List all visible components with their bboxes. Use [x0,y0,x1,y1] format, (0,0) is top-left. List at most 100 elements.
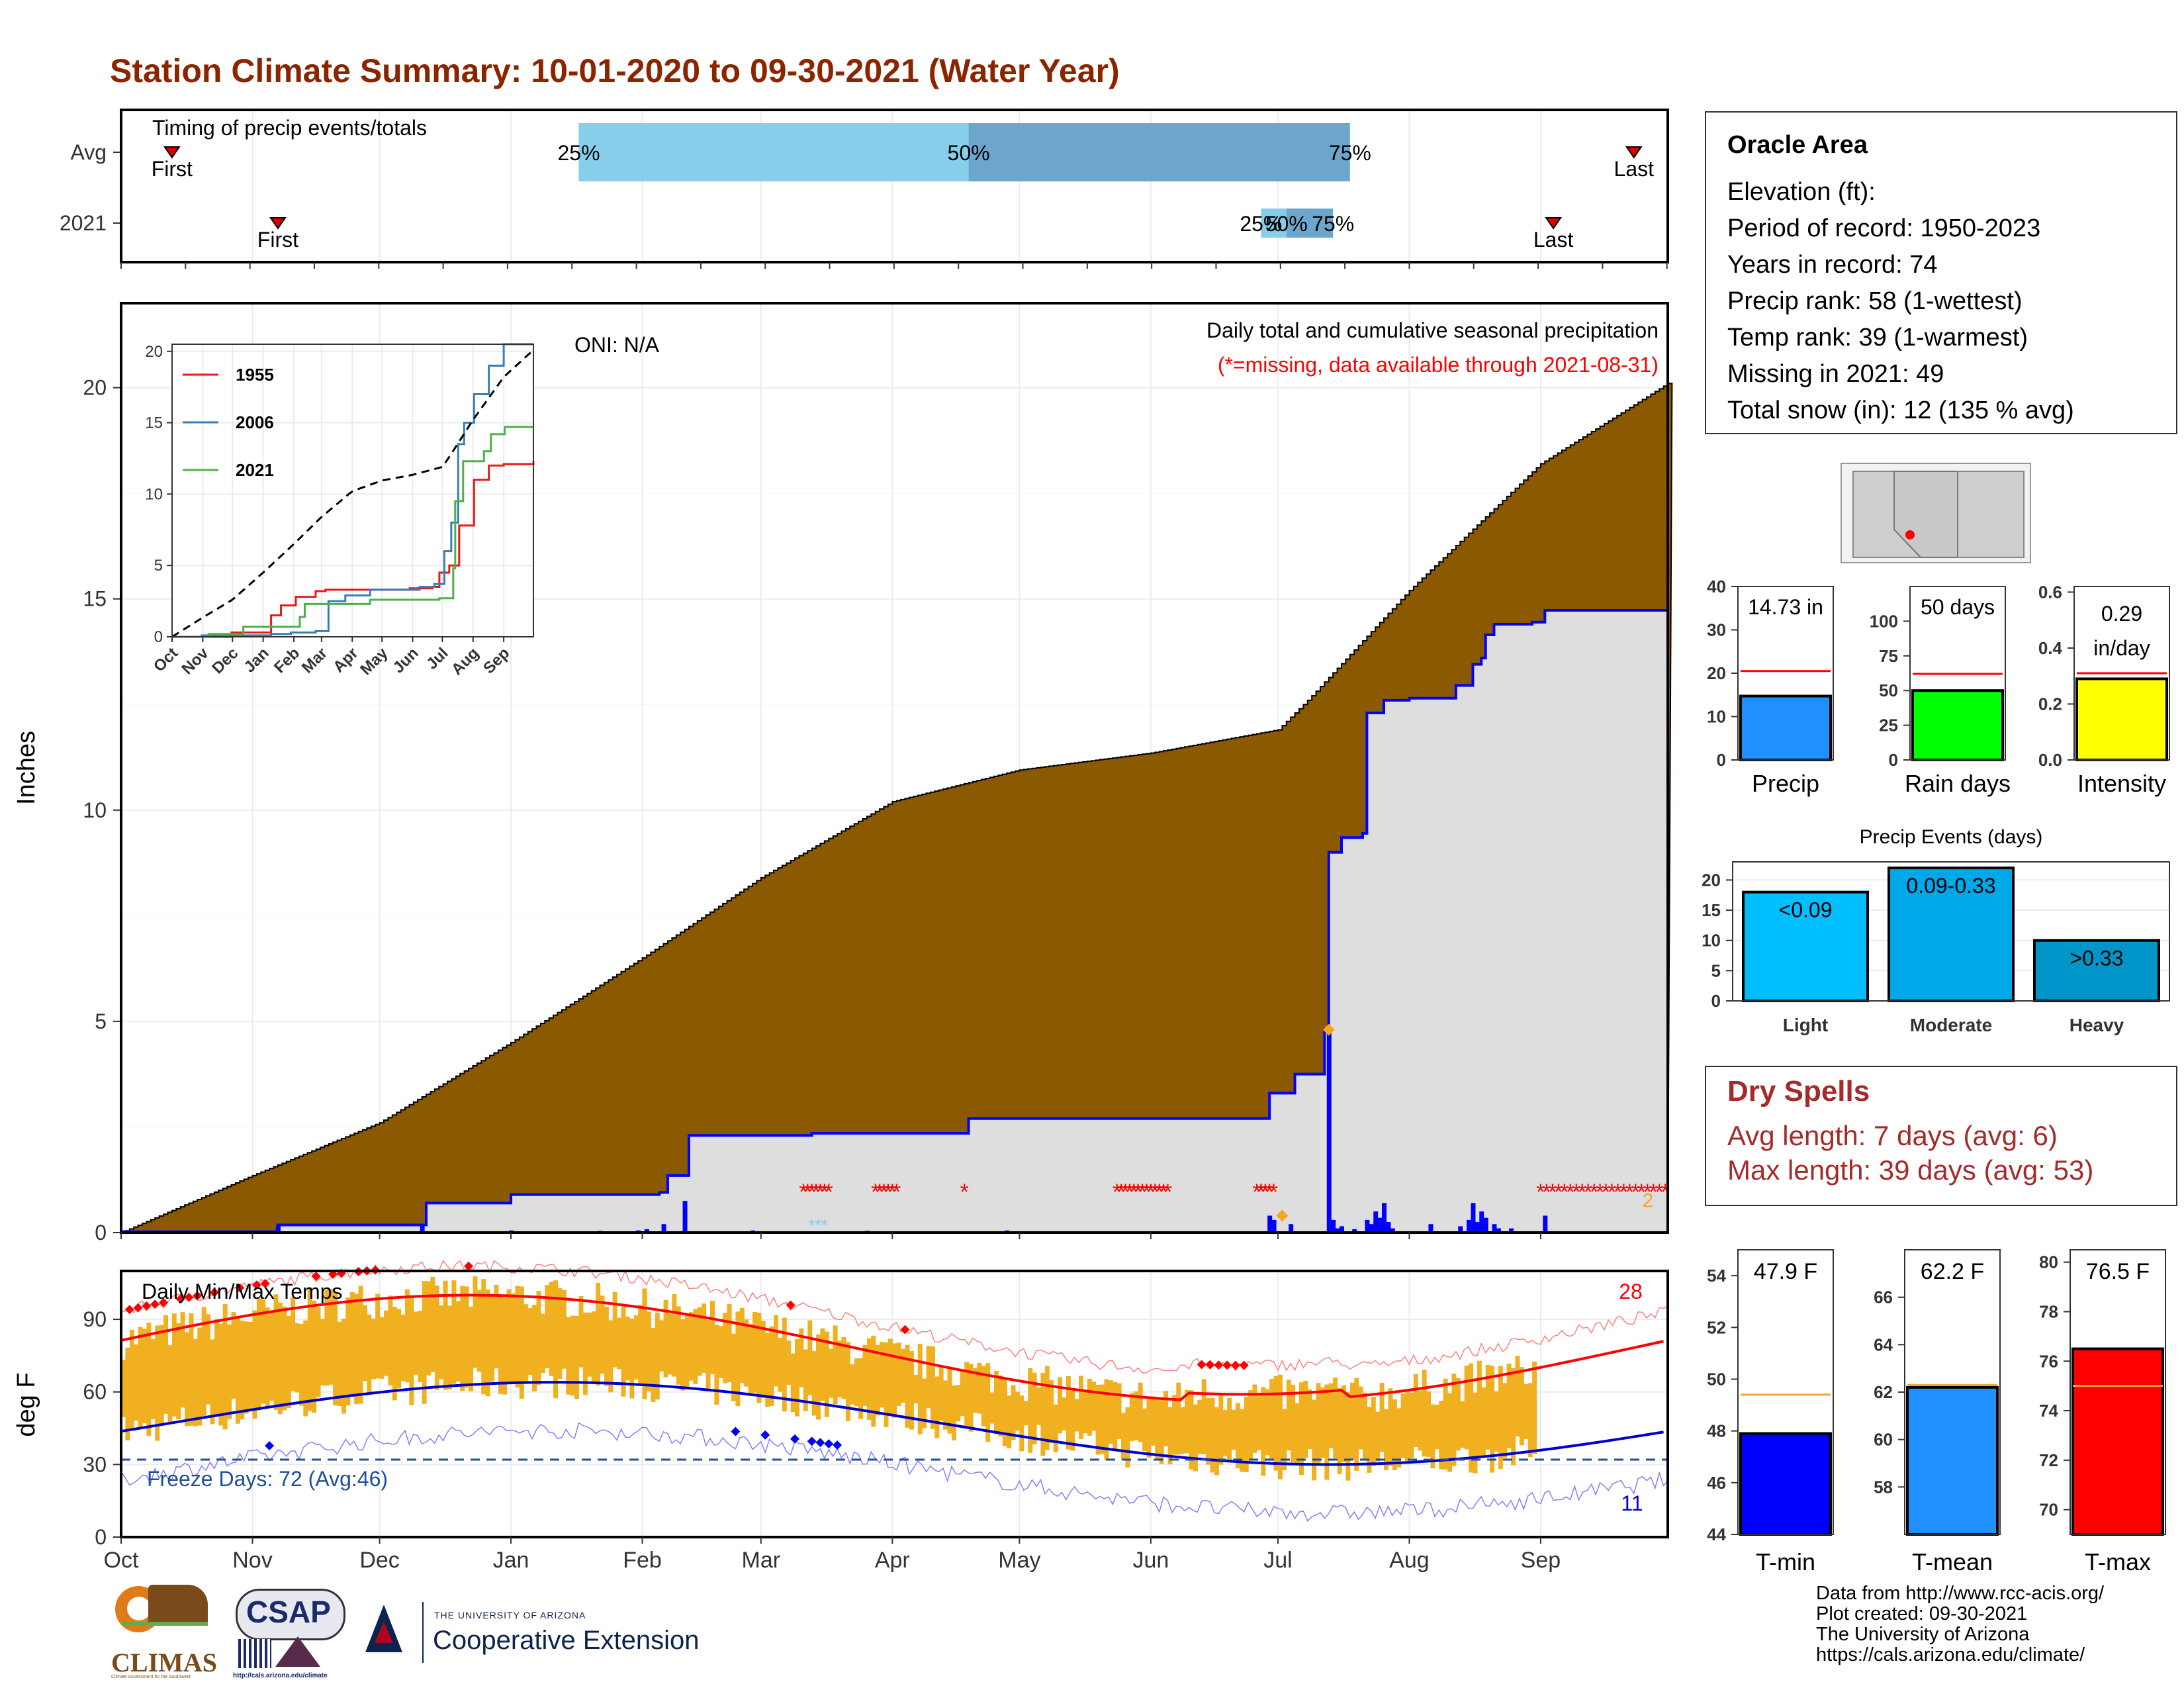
temp-bar-t-min-ytick-label: 52 [1707,1317,1726,1337]
daily-temp-bar [295,1323,300,1393]
daily-temp-bar [1392,1399,1397,1471]
max-daily-marker [1322,1023,1335,1036]
stat-bar-rain-days-ytick-label: 50 [1879,680,1898,700]
daily-temp-bar [473,1276,478,1368]
page-title: Station Climate Summary: 10-01-2020 to 0… [110,52,1120,89]
missing-data-marker: * [1130,1180,1138,1205]
daily-temp-bar [680,1319,686,1391]
daily-temp-bar [1349,1382,1355,1460]
daily-temp-bar [1307,1389,1312,1450]
temp-ytick-label: 0 [95,1525,107,1549]
daily-temp-bar [1273,1376,1279,1471]
daily-temp-bar [604,1307,609,1386]
daily-temp-bar [989,1392,995,1424]
daily-temp-bar [600,1295,605,1374]
station-elevation: Elevation (ft): [1727,178,1876,206]
temp-bar-t-min-ytick-label: 44 [1707,1524,1726,1544]
timing-p50-label: 50% [948,141,990,165]
precip-events-ytick-label: 5 [1711,961,1721,980]
daily-temp-bar [845,1342,850,1421]
missing-data-marker: * [871,1180,880,1205]
daily-temp-bar [1159,1398,1164,1464]
temp-xtick-label: Aug [1389,1548,1430,1573]
daily-temp-bar [1087,1378,1092,1436]
record-high-marker [235,1283,245,1293]
daily-temp-bar [1418,1390,1423,1451]
daily-temp-bar [1291,1384,1296,1463]
daily-temp-bar [1451,1374,1457,1466]
temp-bar-t-min-frame [1737,1249,1834,1535]
daily-temp-bar [998,1375,1003,1437]
daily-temp-bar [1066,1376,1071,1450]
daily-temp-bar [320,1319,325,1385]
station-years: Years in record: 74 [1727,251,1938,279]
daily-temp-bar [1367,1407,1372,1473]
record-low-marker [824,1439,834,1449]
daily-temp-bar [1455,1378,1461,1451]
daily-temp-bar [1231,1409,1236,1450]
daily-temp-bar [727,1303,732,1382]
precip-events-ytick-label: 10 [1702,931,1721,951]
missing-data-marker: * [1159,1180,1167,1205]
missing-data-marker: * [1116,1180,1125,1205]
daily-temp-bar [494,1285,499,1369]
temp-bar-t-min-bar [1739,1432,1832,1536]
daily-temp-bar [400,1314,406,1382]
record-max-line [120,1260,1668,1374]
daily-temp-bar [1379,1383,1385,1452]
daily-temp-bar [418,1310,423,1382]
daily-temp-bar [659,1320,664,1372]
missing-data-marker: * [888,1180,897,1205]
daily-temp-bar [511,1293,516,1383]
precip-ylabel: Inches [13,731,40,805]
daily-temp-bar [938,1366,944,1421]
daily-temp-bar [1282,1409,1287,1471]
daily-temp-bar [1002,1378,1007,1446]
daily-temp-bar [155,1325,160,1441]
station-missing: Missing in 2021: 49 [1727,360,1944,388]
daily-temp-bar [502,1297,508,1395]
daily-temp-bar [345,1297,351,1406]
daily-temp-bar [561,1289,567,1369]
daily-temp-bar [1142,1408,1148,1452]
record-low-marker [833,1440,842,1450]
temp-bar-t-mean-bar [1906,1385,1999,1536]
stat-value-label: 50 days [1921,595,1995,619]
missing-data-marker: * [1619,1180,1628,1205]
daily-temp-bar [993,1370,999,1434]
daily-precip-bar [1335,1228,1340,1233]
record-high-marker [464,1261,474,1271]
daily-temp-bar [240,1320,245,1419]
missing-data-marker: * [1163,1180,1172,1205]
daily-temp-bar [1256,1394,1261,1450]
missing-data-marker: * [1125,1180,1134,1205]
timing-bar-25-50 [578,123,969,181]
daily-temp-bar [930,1346,935,1429]
daily-temp-bar [1079,1376,1084,1439]
daily-temp-bar [201,1307,206,1417]
daily-marker [1276,1209,1289,1222]
record-high-marker [150,1299,160,1309]
daily-temp-bar [1235,1403,1240,1469]
missing-data-marker: * [884,1180,892,1205]
daily-temp-bar [1485,1365,1490,1450]
missing-data-marker: * [1257,1180,1265,1205]
daily-temp-bar [1007,1395,1012,1448]
daily-temp-bar [875,1344,880,1416]
daily-temp-bar [850,1364,855,1405]
daily-temp-bar [1498,1366,1503,1470]
daily-temp-bar [469,1307,474,1391]
daily-temp-bar [1477,1360,1482,1458]
daily-temp-bar [1210,1397,1215,1473]
daily-temp-bar [1363,1393,1368,1460]
daily-temp-bar [1312,1399,1317,1481]
daily-temp-bar [718,1326,723,1378]
daily-precip-bar [1386,1222,1391,1233]
daily-temp-bar [362,1305,367,1382]
dry-spells-max: Max length: 39 days (avg: 53) [1727,1154,2094,1186]
daily-temp-bar [1354,1378,1359,1471]
daily-precip-bar [1483,1217,1488,1233]
daily-temp-bar [1447,1393,1453,1472]
temp-bar-t-mean-ytick-label: 58 [1874,1477,1893,1497]
missing-data-marker: * [1113,1180,1121,1205]
